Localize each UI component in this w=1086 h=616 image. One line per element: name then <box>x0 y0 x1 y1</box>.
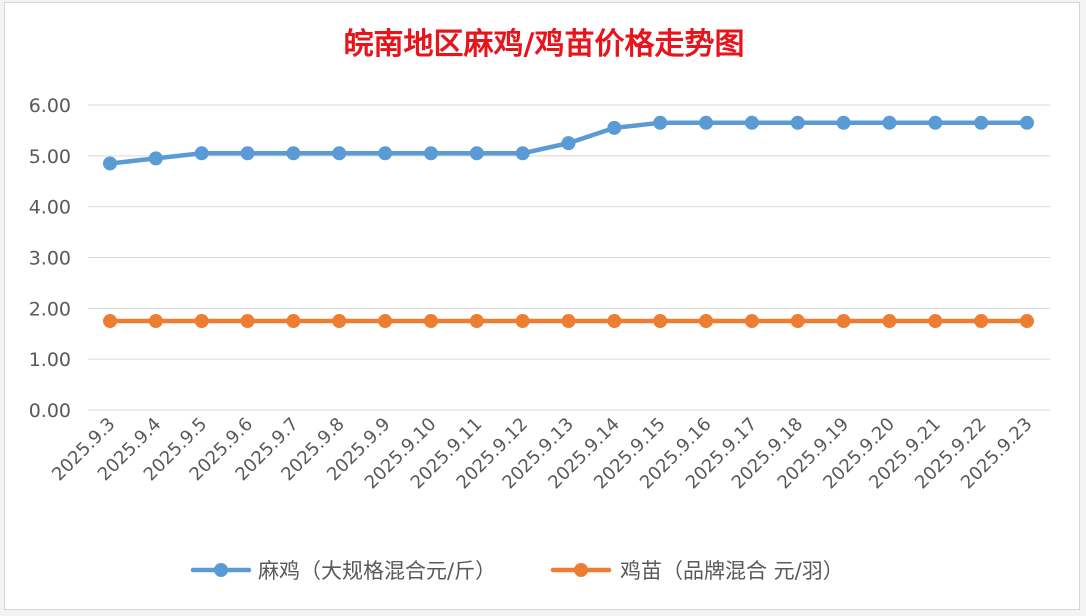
chart-title: 皖南地区麻鸡/鸡苗价格走势图 <box>344 27 745 62</box>
series-1-point <box>1020 115 1034 130</box>
series-2-point <box>194 314 209 329</box>
series-2-point <box>561 314 576 329</box>
series-2-point <box>653 314 668 329</box>
series-1-point <box>423 146 438 161</box>
series-2-point <box>974 314 989 329</box>
y-tick-label: 5.00 <box>29 146 71 168</box>
series-1-point <box>744 115 759 130</box>
series-1-point <box>148 151 163 166</box>
series-1-point <box>469 146 484 161</box>
series-1-point <box>836 115 851 130</box>
series-2-point <box>928 314 943 329</box>
series-2-point <box>699 314 714 329</box>
y-axis-ticks: 0.00 1.00 2.00 3.00 4.00 5.00 6.00 <box>29 95 71 422</box>
chart-frame <box>4 2 1080 610</box>
series-1-point <box>607 120 622 135</box>
legend-marker <box>214 563 228 577</box>
series-2-point <box>790 314 805 329</box>
y-tick-label: 4.00 <box>29 197 71 219</box>
series-1-point <box>790 115 805 130</box>
series-1-point <box>653 115 668 130</box>
series-1-point <box>378 146 393 161</box>
series-1-point <box>561 136 576 151</box>
series-1-point <box>882 115 897 130</box>
series-2-point <box>515 314 530 329</box>
y-tick-label: 1.00 <box>29 349 71 371</box>
y-tick-label: 0.00 <box>29 400 71 422</box>
series-2-point <box>882 314 897 329</box>
series-2-point <box>378 314 393 329</box>
y-tick-label: 3.00 <box>29 248 71 270</box>
series-2-point <box>469 314 484 329</box>
series-2-point <box>836 314 851 329</box>
series-1-point <box>974 115 989 130</box>
x-axis-ticks: 2025.9.32025.9.42025.9.52025.9.62025.9.7… <box>48 414 1037 494</box>
series-2-point <box>607 314 622 329</box>
series-2-point <box>286 314 301 329</box>
series-2-point <box>423 314 438 329</box>
series-1-point <box>332 146 347 161</box>
series-2-point <box>240 314 255 329</box>
legend-label: 麻鸡（大规格混合元/斤） <box>258 559 496 583</box>
series-2-point <box>103 314 117 329</box>
series-2-point <box>744 314 759 329</box>
series-1-point <box>515 146 530 161</box>
series-group <box>103 115 1034 329</box>
series-2-point <box>332 314 347 329</box>
gridlines <box>88 104 1050 411</box>
series-1-point <box>286 146 301 161</box>
series-1-point <box>928 115 943 130</box>
series-1-point <box>240 146 255 161</box>
series-1-point <box>699 115 714 130</box>
y-tick-label: 6.00 <box>29 95 71 117</box>
series-1-point <box>194 146 209 161</box>
legend-marker <box>574 563 588 577</box>
series-1-point <box>103 156 117 171</box>
series-2-point <box>148 314 163 329</box>
series-2-point <box>1020 314 1034 329</box>
y-tick-label: 2.00 <box>29 298 71 320</box>
legend: 麻鸡（大规格混合元/斤） 鸡苗（品牌混合 元/羽） <box>190 559 844 583</box>
legend-label: 鸡苗（品牌混合 元/羽） <box>620 559 844 583</box>
